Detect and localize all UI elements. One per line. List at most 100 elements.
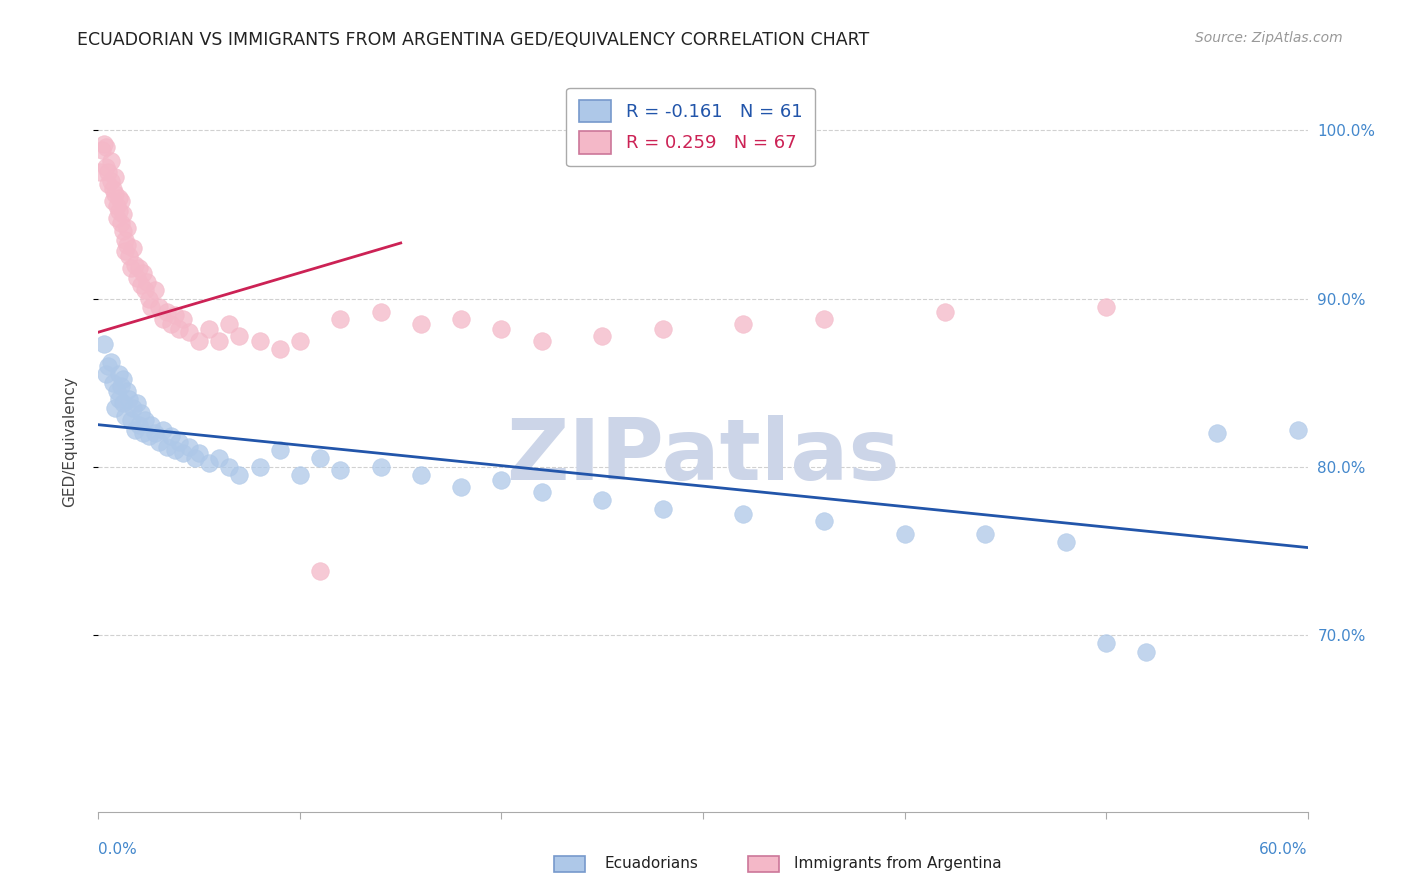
Point (101, 376, 124, 390)
Text: ZIPatlas: ZIPatlas (506, 415, 900, 498)
Point (125, 271, 148, 285)
Point (97, 177, 120, 191)
Point (249, 334, 271, 348)
Point (974, 527, 997, 541)
Point (733, 507, 755, 521)
Point (111, 396, 134, 410)
Point (139, 300, 162, 314)
Point (160, 429, 183, 443)
Point (129, 406, 152, 420)
Point (93, 136, 115, 151)
Point (128, 417, 150, 432)
Point (111, 207, 134, 221)
Point (309, 564, 332, 578)
Point (198, 457, 221, 471)
Point (138, 429, 160, 443)
Point (134, 283, 156, 297)
Point (228, 328, 250, 343)
Point (110, 194, 132, 208)
Point (107, 392, 129, 407)
Point (179, 325, 201, 339)
Point (124, 258, 146, 272)
Point (208, 451, 231, 466)
Point (309, 451, 332, 466)
Point (1095, 636, 1118, 650)
Point (132, 426, 155, 441)
Point (138, 292, 160, 306)
Point (163, 309, 186, 323)
Point (91, 144, 114, 158)
Point (450, 480, 472, 494)
Point (114, 409, 136, 424)
Point (125, 396, 148, 410)
Point (100, 174, 122, 188)
Point (188, 446, 211, 460)
Point (132, 266, 155, 280)
Point (651, 322, 673, 336)
Point (103, 187, 125, 202)
Point (120, 412, 142, 426)
Point (269, 342, 291, 356)
Point (651, 501, 673, 516)
Point (129, 278, 152, 293)
Point (97, 359, 120, 373)
Y-axis label: GED/Equivalency: GED/Equivalency (63, 376, 77, 507)
Point (530, 334, 553, 348)
Point (370, 305, 392, 319)
Point (167, 434, 190, 449)
Point (148, 434, 170, 449)
Point (105, 211, 128, 225)
Point (105, 384, 128, 398)
Point (101, 182, 124, 196)
Point (491, 322, 513, 336)
Point (103, 401, 125, 415)
Point (110, 216, 132, 230)
Point (100, 355, 122, 369)
Point (97, 165, 120, 179)
Point (591, 328, 613, 343)
Point (156, 305, 179, 319)
Point (934, 305, 956, 319)
Point (152, 423, 174, 437)
Point (114, 244, 136, 259)
Point (269, 442, 291, 457)
Point (218, 459, 240, 474)
Point (1095, 300, 1118, 314)
Point (115, 237, 138, 252)
Point (329, 311, 352, 326)
Point (107, 190, 129, 204)
Point (813, 311, 835, 326)
Point (288, 468, 311, 483)
Point (179, 440, 201, 454)
Point (172, 446, 194, 460)
Point (152, 311, 174, 326)
Point (167, 322, 190, 336)
Point (139, 417, 162, 432)
Text: Immigrants from Argentina: Immigrants from Argentina (794, 856, 1002, 871)
Point (450, 311, 472, 326)
Point (115, 220, 138, 235)
Point (370, 459, 392, 474)
Point (96, 140, 118, 154)
Point (409, 468, 432, 483)
Point (111, 224, 134, 238)
Text: Source: ZipAtlas.com: Source: ZipAtlas.com (1195, 31, 1343, 45)
Point (893, 527, 915, 541)
Point (228, 468, 250, 483)
Point (89, 165, 111, 179)
Point (198, 322, 221, 336)
Point (409, 317, 432, 331)
Point (143, 283, 166, 297)
Point (107, 204, 129, 219)
Point (115, 384, 138, 398)
Point (733, 317, 755, 331)
Point (105, 199, 128, 213)
Point (121, 241, 143, 255)
Point (118, 392, 141, 407)
Point (118, 249, 141, 264)
Point (160, 317, 183, 331)
Point (135, 275, 157, 289)
Point (288, 334, 311, 348)
Point (121, 401, 143, 415)
Point (172, 311, 194, 326)
